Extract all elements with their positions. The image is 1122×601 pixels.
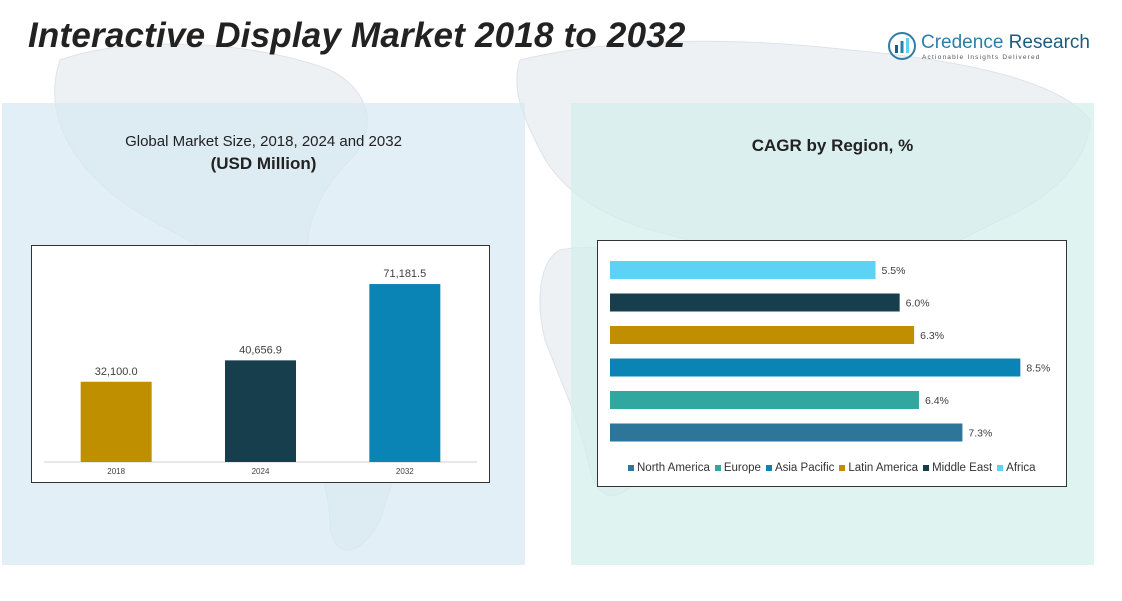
legend-swatch-latin-america xyxy=(839,465,846,471)
legend-swatch-asia-pacific xyxy=(765,465,772,471)
hbar-value-label-middle-east: 6.0% xyxy=(906,298,930,310)
hbar-asia-pacific xyxy=(610,358,1021,377)
bar-value-label-2024: 40,656.9 xyxy=(239,344,282,356)
legend-item-latin-america: Latin America xyxy=(839,462,918,474)
bar-2018 xyxy=(80,381,152,462)
hbar-africa xyxy=(610,261,876,279)
hbar-value-label-north-america: 7.3% xyxy=(968,428,992,440)
hbar-value-label-latin-america: 6.3% xyxy=(920,330,944,342)
bar-2032 xyxy=(369,284,441,462)
market-size-unit: (USD Million) xyxy=(210,154,317,173)
legend-label-europe: Europe xyxy=(723,462,761,474)
hbar-latin-america xyxy=(610,326,915,344)
cagr-panel: CAGR by Region, % 5.5% 6.0% 6.3% 8.5% 6.4% 7.… xyxy=(571,103,1094,565)
bar-value-label-2018: 32,100.0 xyxy=(95,366,138,378)
hbar-north-america xyxy=(610,423,963,442)
hbar-value-label-europe: 6.4% xyxy=(925,395,949,407)
x-tick-label-2018: 2018 xyxy=(107,467,125,476)
legend-item-middle-east: Middle East xyxy=(923,462,992,474)
bar-chart-logo-icon xyxy=(888,32,916,60)
legend-label-asia-pacific: Asia Pacific xyxy=(774,462,835,474)
legend-swatch-africa xyxy=(997,465,1004,471)
x-tick-label-2032: 2032 xyxy=(396,467,414,476)
market-size-panel: Global Market Size, 2018, 2024 and 2032 … xyxy=(2,103,525,565)
bar-value-label-2032: 71,181.5 xyxy=(383,268,426,280)
x-tick-label-2024: 2024 xyxy=(252,467,270,476)
legend-item-asia-pacific: Asia Pacific xyxy=(765,462,835,474)
legend-item-africa: Africa xyxy=(997,462,1036,474)
hbar-value-label-asia-pacific: 8.5% xyxy=(1026,363,1050,375)
bar-2024 xyxy=(225,360,296,462)
logo-tagline: Actionable Insights Delivered xyxy=(922,54,1041,61)
legend-label-latin-america: Latin America xyxy=(848,462,919,474)
market-size-chart-frame: 32,100.0 2018 40,656.9 2024 71,181.5 2032 xyxy=(31,245,490,483)
cagr-subtitle: CAGR by Region, % xyxy=(751,136,914,155)
legend-label-north-america: North America xyxy=(637,462,710,474)
legend-item-north-america: North America xyxy=(628,462,710,474)
cagr-chart: 5.5% 6.0% 6.3% 8.5% 6.4% 7.3% xyxy=(610,261,1050,442)
logo-name: Credence Research xyxy=(921,32,1090,54)
cagr-chart-frame: 5.5% 6.0% 6.3% 8.5% 6.4% 7.3% North America Eu… xyxy=(597,240,1067,487)
market-size-subtitle: Global Market Size, 2018, 2024 and 2032 xyxy=(125,133,402,150)
logo-name-part1: Credence xyxy=(921,32,1004,53)
logo-name-part2: Research xyxy=(1008,32,1090,53)
hbar-europe xyxy=(610,391,919,409)
hbar-middle-east xyxy=(610,293,900,312)
legend-swatch-north-america xyxy=(628,465,634,471)
cagr-legend: North America Europe Asia Pacific Latin Ame… xyxy=(628,462,1048,474)
legend-swatch-europe xyxy=(714,465,721,471)
legend-label-middle-east: Middle East xyxy=(932,462,993,474)
hbar-value-label-africa: 5.5% xyxy=(882,265,906,277)
market-size-chart: 32,100.0 2018 40,656.9 2024 71,181.5 2032 xyxy=(44,268,477,476)
page-title: Interactive Display Market 2018 to 2032 xyxy=(28,16,686,55)
credence-research-logo: Credence Research Actionable Insights De… xyxy=(888,30,1090,70)
legend-swatch-middle-east xyxy=(923,465,930,471)
legend-label-africa: Africa xyxy=(1006,462,1036,474)
legend-item-europe: Europe xyxy=(714,462,761,474)
